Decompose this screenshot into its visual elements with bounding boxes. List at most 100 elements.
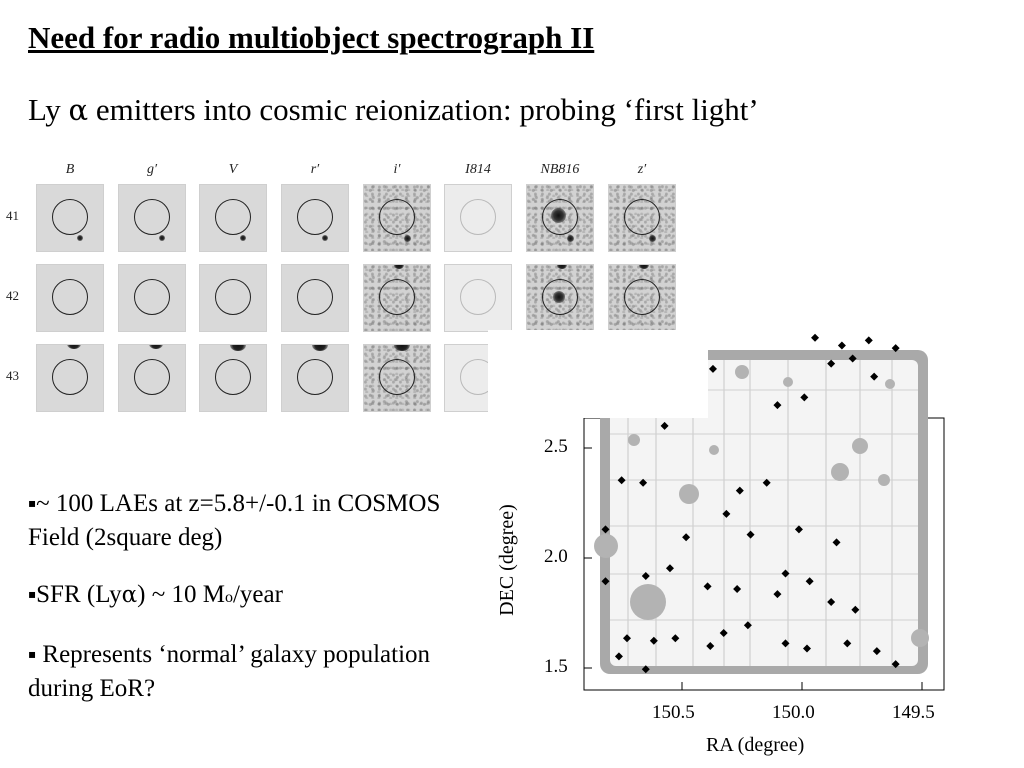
neighbor-source	[240, 235, 246, 241]
stamp-43-i	[363, 344, 431, 412]
field-interior	[610, 360, 918, 666]
lae-source	[553, 291, 565, 303]
lae-diamond	[891, 660, 900, 669]
stamp-42-g	[118, 264, 186, 332]
star-mask	[885, 379, 895, 389]
stamp-42-v	[199, 264, 267, 332]
band-label-g: g′	[146, 162, 158, 177]
aperture-circle	[297, 359, 333, 395]
stamp-42-b	[36, 264, 104, 332]
lae-diamond	[622, 634, 631, 643]
band-label-z: z′	[637, 162, 647, 177]
neighbor-source	[394, 265, 404, 269]
alpha-symbol: α	[68, 93, 89, 127]
star-mask	[630, 584, 666, 620]
neighbor-source	[404, 235, 411, 242]
subtitle-text-pre: Ly	[28, 92, 69, 127]
aperture-circle	[134, 199, 170, 235]
lae-diamond	[802, 644, 811, 653]
aperture-circle	[215, 279, 251, 315]
x-tick-label: 150.0	[772, 702, 815, 723]
lae-diamond	[762, 478, 771, 487]
stamp-43-b	[36, 344, 104, 412]
lae-sky-map	[488, 330, 1024, 768]
lae-diamond	[781, 639, 790, 648]
lae-diamond	[735, 486, 744, 495]
neighbor-source	[322, 235, 328, 241]
neighbor-source	[159, 235, 165, 241]
stamp-42-nb816	[526, 264, 594, 332]
overlap-patch	[488, 330, 708, 418]
stamp-41-nb816	[526, 184, 594, 252]
bullet-text: Represents ‘normal’ galaxy population du…	[28, 641, 431, 702]
bullet-text-post: /year	[232, 581, 283, 608]
lae-diamond	[811, 333, 820, 342]
axis-ticks	[584, 447, 923, 690]
aperture-circle	[215, 199, 251, 235]
lae-diamond	[837, 341, 846, 350]
star-mask	[878, 474, 890, 486]
lae-diamond	[773, 401, 782, 410]
aperture-circle	[297, 279, 333, 315]
bullet-population: ▪ Represents ‘normal’ galaxy population …	[28, 637, 468, 706]
y-tick-label: 2.0	[544, 546, 568, 567]
lae-diamond	[639, 478, 648, 487]
lae-diamond	[891, 344, 900, 353]
neighbor-source	[639, 265, 649, 269]
aperture-circle	[624, 279, 660, 315]
lae-diamond	[614, 652, 623, 661]
neighbor-source	[77, 235, 83, 241]
x-axis-label: RA (degree)	[706, 734, 805, 756]
lae-diamond	[743, 621, 752, 630]
band-label-r: r′	[310, 162, 320, 177]
aperture-circle	[134, 279, 170, 315]
slide-subtitle: Ly α emitters into cosmic reionization: …	[28, 92, 759, 128]
sky-map-plot	[488, 330, 945, 691]
lae-diamond	[805, 577, 814, 586]
bullet-marker: ▪	[28, 647, 37, 661]
band-label-nb816: NB816	[540, 162, 580, 177]
band-label-b: B	[65, 162, 75, 177]
lae-diamond	[800, 393, 809, 402]
lae-diamond	[773, 590, 782, 599]
neighbor-source	[230, 345, 246, 351]
aperture-circle	[52, 279, 88, 315]
aperture-circle	[297, 199, 333, 235]
aperture-circle	[215, 359, 251, 395]
bullet-text: ~ 100 LAEs at z=5.8+/-0.1 in COSMOS Fiel…	[28, 490, 441, 551]
neighbor-source	[567, 235, 574, 242]
lae-diamond	[617, 476, 626, 485]
lae-diamond	[660, 421, 669, 430]
stamp-41-b	[36, 184, 104, 252]
lae-diamond	[703, 582, 712, 591]
lae-diamond	[601, 525, 610, 534]
stamp-43-g	[118, 344, 186, 412]
lae-diamond	[708, 364, 717, 373]
band-label-i814: I814	[465, 162, 491, 177]
bullet-text-pre: SFR (Ly	[36, 581, 122, 608]
bullet-list: ▪~ 100 LAEs at z=5.8+/-0.1 in COSMOS Fie…	[28, 486, 468, 728]
lae-diamond	[827, 597, 836, 606]
bullet-lae-count: ▪~ 100 LAEs at z=5.8+/-0.1 in COSMOS Fie…	[28, 486, 468, 555]
stamp-43-r	[281, 344, 349, 412]
lae-source	[551, 208, 566, 223]
neighbor-source	[312, 345, 328, 351]
lae-diamond	[641, 665, 650, 674]
stamp-41-z	[608, 184, 676, 252]
y-tick-label: 2.5	[544, 436, 568, 457]
neighbor-source	[649, 235, 656, 242]
lae-diamond	[794, 525, 803, 534]
lae-diamond	[864, 336, 873, 345]
bullet-marker: ▪	[28, 587, 37, 601]
solar-subscript: o	[224, 589, 233, 606]
stamp-42-z	[608, 264, 676, 332]
bullet-marker: ▪	[28, 496, 37, 510]
star-mask	[735, 365, 749, 379]
aperture-circle	[52, 199, 88, 235]
lae-diamond	[872, 647, 881, 656]
lae-diamond	[682, 533, 691, 542]
star-mask	[594, 534, 618, 558]
bullet-text-mid: ) ~ 10 M	[137, 581, 225, 608]
neighbor-source	[394, 345, 410, 351]
y-tick-label: 1.5	[544, 656, 568, 677]
